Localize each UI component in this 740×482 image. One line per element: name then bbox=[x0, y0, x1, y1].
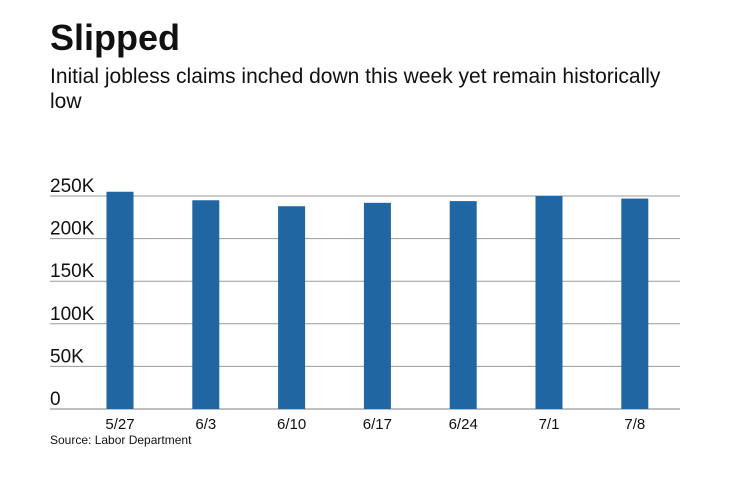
bar-6-3 bbox=[192, 200, 220, 409]
x-tick-label: 6/10 bbox=[277, 416, 306, 433]
y-tick-label: 200K bbox=[50, 219, 95, 240]
x-tick-label: 6/3 bbox=[195, 416, 216, 433]
source-note: Source: Labor Department bbox=[50, 433, 192, 447]
bars bbox=[106, 191, 649, 409]
x-tick-label: 6/17 bbox=[363, 416, 392, 433]
chart-title: Slipped bbox=[50, 17, 181, 58]
bar-6-17 bbox=[363, 202, 391, 409]
y-tick-label: 0 bbox=[50, 389, 61, 410]
bar-7-8 bbox=[621, 198, 649, 409]
bar-5-27 bbox=[106, 191, 134, 409]
y-tick-labels: 0 50K 100K 150K 200K 250K bbox=[50, 176, 95, 410]
x-tick-labels: 5/27 6/3 6/10 6/17 6/24 7/1 7/8 bbox=[105, 416, 645, 433]
bar-6-24 bbox=[449, 201, 477, 409]
x-tick-label: 5/27 bbox=[105, 416, 134, 433]
y-tick-label: 250K bbox=[50, 176, 95, 197]
bar-6-10 bbox=[278, 206, 306, 409]
y-tick-label: 100K bbox=[50, 304, 95, 325]
x-tick-label: 7/8 bbox=[624, 416, 645, 433]
x-tick-label: 6/24 bbox=[449, 416, 478, 433]
x-tick-label: 7/1 bbox=[539, 416, 560, 433]
y-tick-label: 150K bbox=[50, 261, 95, 282]
chart-subtitle: Initial jobless claims inched down this … bbox=[50, 65, 661, 113]
bar-7-1 bbox=[535, 196, 563, 409]
y-tick-label: 50K bbox=[50, 346, 84, 367]
